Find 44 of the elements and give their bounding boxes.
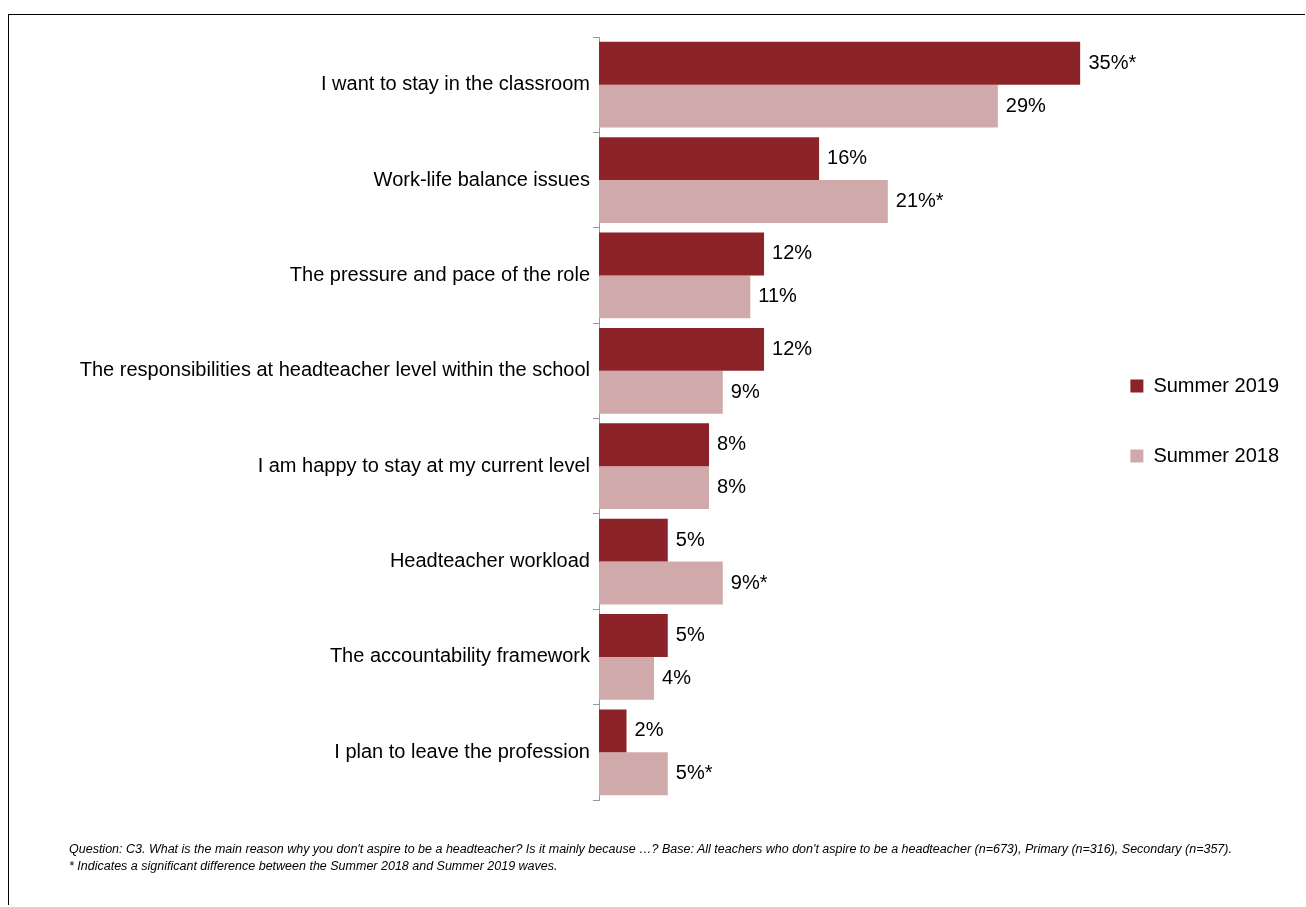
bar — [599, 561, 723, 605]
y-tick-label: Headteacher workload — [389, 549, 590, 572]
data-label: 5% — [675, 622, 705, 645]
data-label: 4% — [662, 665, 692, 688]
bar — [599, 180, 888, 223]
text: Question: C3. What is the main reason why you don't aspire to be a headteacher? Is it mainly because …? Base: All teachers who don't aspire to be a headteacher (n=673), Primary (n=316), Secondary (n=357). — [69, 841, 1233, 858]
y-tick-label: The accountability framework — [329, 644, 591, 667]
data-label: 12% — [772, 336, 813, 359]
bar — [599, 423, 710, 467]
data-label: 5%* — [675, 761, 713, 784]
bar — [599, 41, 1081, 85]
bar — [599, 84, 998, 128]
data-label: 35%* — [1088, 50, 1137, 73]
data-label: 12% — [772, 241, 813, 264]
bar — [599, 466, 710, 510]
legend-label: Summer 2019 — [1153, 373, 1280, 396]
data-label: 8% — [717, 475, 747, 498]
bar — [599, 518, 668, 562]
data-label: 9%* — [730, 570, 768, 593]
bar — [599, 752, 668, 796]
y-tick-label: I am happy to stay at my current level — [257, 453, 590, 476]
text: * Indicates a significant difference between the Summer 2018 and Summer 2019 waves. — [69, 858, 559, 875]
data-label: 11% — [758, 284, 798, 307]
bar — [599, 232, 765, 276]
bar — [599, 614, 668, 657]
bar — [599, 327, 765, 371]
y-tick-label: The responsibilities at headteacher level within the school — [79, 358, 590, 381]
y-tick-label: Work-life balance issues — [373, 167, 590, 190]
bar — [599, 370, 723, 414]
data-label: 8% — [717, 432, 747, 455]
bar — [599, 137, 820, 181]
y-tick-label: I want to stay in the classroom — [320, 72, 590, 95]
data-label: 2% — [634, 718, 664, 741]
bar — [599, 656, 655, 700]
y-tick-label: I plan to leave the profession — [334, 739, 590, 762]
bar — [599, 709, 627, 753]
y-tick-label: The pressure and pace of the role — [289, 262, 590, 285]
legend-label: Summer 2018 — [1153, 443, 1280, 466]
bar — [599, 275, 751, 319]
data-label: 21%* — [895, 189, 944, 212]
data-label: 16% — [827, 146, 868, 169]
data-label: 29% — [1005, 93, 1047, 116]
data-label: 9% — [730, 379, 760, 402]
data-label: 5% — [675, 527, 705, 550]
